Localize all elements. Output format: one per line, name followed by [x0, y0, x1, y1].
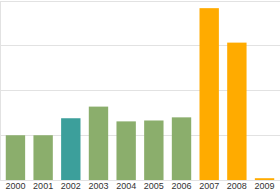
x-tick: 2007 [199, 180, 219, 191]
x-axis: 2000 2001 2002 2003 2004 2005 2006 2007 2008 2009 [4, 180, 278, 191]
x-tick: 2002 [61, 180, 81, 191]
plot: 2000 2001 2002 2003 2004 2005 2006 2007 2008 2009 [0, 1, 280, 191]
x-tick-label: 2003 [88, 181, 108, 191]
grid-line [0, 1, 280, 2]
x-tick: 2004 [116, 180, 136, 191]
y-axis-line [0, 2, 1, 181]
bar [61, 118, 80, 180]
x-tick: 2001 [33, 180, 53, 191]
bar [172, 117, 191, 180]
x-tick: 2009 [255, 180, 275, 191]
bar [144, 120, 163, 180]
x-tick: 2008 [227, 180, 247, 191]
x-tick: 2005 [144, 180, 164, 191]
bar [89, 107, 108, 180]
x-tick-label: 2001 [33, 181, 53, 191]
x-tick-label: 2008 [227, 181, 247, 191]
x-tick-label: 2002 [61, 181, 81, 191]
y-axis [0, 2, 1, 181]
x-tick-label: 2004 [116, 181, 136, 191]
x-tick: 2000 [5, 180, 25, 191]
x-tick: 2006 [171, 180, 191, 191]
bar [33, 135, 52, 180]
bar [227, 43, 246, 180]
x-tick: 2003 [88, 180, 108, 191]
bars [6, 8, 274, 180]
bar [200, 8, 219, 180]
x-tick-label: 2000 [5, 181, 25, 191]
bar [255, 178, 274, 180]
x-tick-label: 2007 [199, 181, 219, 191]
grid [0, 1, 280, 180]
x-tick-label: 2006 [171, 181, 191, 191]
bar [116, 121, 135, 180]
chart: 2000 2001 2002 2003 2004 2005 2006 2007 2008 2009 [0, 0, 280, 195]
x-tick-label: 2005 [144, 181, 164, 191]
bar [6, 135, 25, 180]
x-tick-label: 2009 [255, 181, 275, 191]
